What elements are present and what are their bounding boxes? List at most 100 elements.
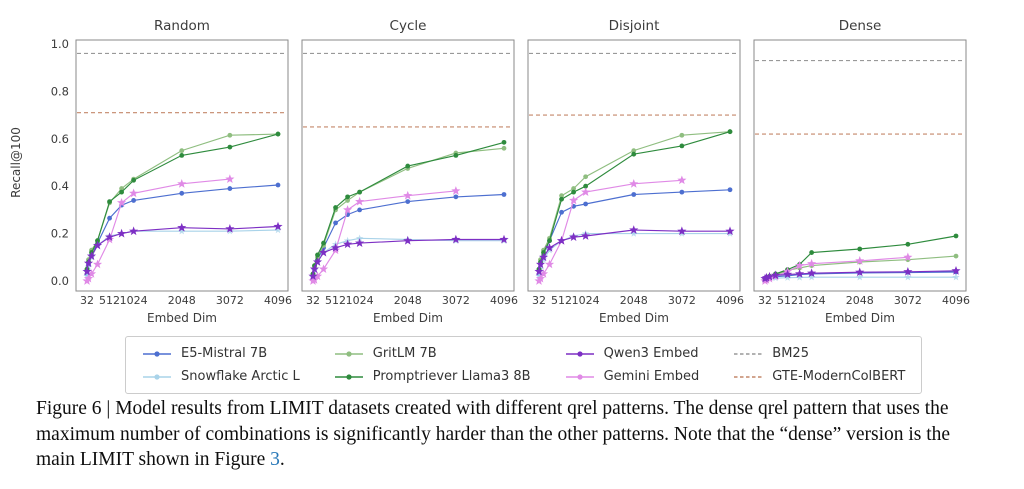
legend-marker-line: [565, 373, 594, 380]
caption-text: Figure 6 | Model results from LIMIT data…: [36, 398, 951, 471]
figure-caption: Figure 6 | Model results from LIMIT data…: [36, 396, 988, 473]
data-point-star: [343, 239, 353, 249]
data-point-star: [92, 240, 103, 250]
series-gemini-embed: [760, 252, 913, 285]
data-point: [809, 250, 815, 255]
series-line: [86, 178, 230, 282]
data-point: [631, 192, 637, 197]
caption-period: .: [279, 449, 285, 471]
series-line: [312, 190, 456, 282]
data-point: [453, 194, 459, 200]
data-point-star: [581, 187, 591, 197]
data-point-star: [677, 175, 687, 185]
data-point-star: [177, 179, 187, 188]
x-tick-label: 2048: [846, 294, 874, 307]
figure-charts: Random 32 512 1024 2048 3072 4096 Embed Dim 0.0 0…: [9, 18, 970, 325]
legend-marker-dashed-line: [734, 352, 763, 355]
data-point-star: [451, 186, 461, 195]
data-point-star: [83, 272, 91, 280]
data-point-star: [535, 272, 543, 280]
series-line: [86, 225, 279, 272]
series-line: [312, 141, 505, 275]
data-point-star: [535, 273, 546, 283]
data-point: [357, 189, 363, 195]
data-point: [631, 151, 637, 157]
data-point-star: [629, 225, 639, 234]
y-tick-label: 0.0: [51, 274, 69, 288]
plot-dense: Dense 32 512 1024 2048 3072 4096 Embed Dim: [753, 18, 970, 325]
x-tick-label: 3072: [668, 294, 696, 307]
legend-item-gte-moderncolbert: GTE-ModernColBERT: [733, 367, 905, 386]
series-line: [312, 238, 504, 277]
data-point-star: [129, 188, 139, 198]
data-point-star: [761, 272, 772, 282]
data-point-star: [544, 259, 555, 269]
data-point: [583, 174, 589, 180]
data-point: [679, 189, 685, 195]
x-tick-label: 4096: [264, 294, 292, 307]
data-point: [405, 199, 411, 205]
series-line: [538, 131, 731, 270]
data-point-star: [952, 273, 960, 281]
data-point-star: [903, 266, 913, 276]
x-axis-label: Embed Dim: [147, 311, 217, 325]
data-point-star: [104, 232, 115, 242]
x-tick-label: 512: [325, 294, 346, 307]
series-snowflake-arctic-l: [83, 226, 282, 280]
plot-frame: [753, 39, 967, 292]
plot-disjoint: Disjoint 32 512 1024 2048 3072 4096 Embed Dim: [527, 18, 744, 325]
data-point: [559, 209, 564, 215]
data-point-star: [225, 174, 235, 183]
series-qwen3-embed: [308, 234, 509, 281]
x-tick-label: 32: [532, 294, 546, 307]
data-point-star: [569, 195, 579, 205]
legend-item-gritlm-7b: GritLM 7B: [334, 344, 531, 363]
data-point-star: [534, 266, 544, 276]
data-point: [179, 152, 185, 158]
x-tick-label: 3072: [894, 294, 922, 307]
x-axis-label: Embed Dim: [599, 311, 669, 325]
plot-title: Random: [154, 18, 210, 34]
data-point-star: [807, 268, 817, 278]
data-point: [357, 207, 363, 213]
data-point-star: [129, 226, 139, 236]
data-point-star: [86, 269, 97, 278]
data-point-star: [86, 251, 97, 260]
x-tick-label: 4096: [490, 294, 518, 307]
x-tick-label: 1024: [346, 294, 374, 307]
data-point: [315, 252, 320, 258]
data-point: [583, 201, 589, 207]
data-point-star: [770, 270, 781, 280]
data-point-star: [83, 258, 94, 268]
x-tick-label: 32: [80, 294, 94, 307]
data-point-star: [499, 234, 509, 244]
data-point-star: [225, 224, 235, 233]
x-tick-label: 3072: [442, 294, 470, 307]
x-tick-label: 32: [758, 294, 772, 307]
data-point-star: [855, 256, 865, 265]
data-point: [119, 189, 124, 195]
legend-label: GritLM 7B: [372, 346, 437, 361]
data-point-star: [309, 275, 320, 284]
figure-3-link[interactable]: 3: [270, 449, 280, 471]
legend-label: E5-Mistral 7B: [181, 346, 268, 361]
data-point: [571, 189, 576, 195]
legend-marker-line: [565, 350, 594, 357]
data-point-star: [544, 243, 555, 252]
data-point: [131, 177, 137, 183]
series-snowflake-arctic-l: [535, 229, 734, 280]
data-point: [679, 143, 685, 149]
y-tick-label: 0.2: [51, 227, 69, 241]
data-point-star: [403, 190, 413, 200]
plot-frame: [301, 39, 515, 292]
data-point-star: [355, 196, 365, 206]
data-point: [179, 190, 185, 196]
data-point: [107, 215, 112, 221]
series-line: [538, 233, 730, 277]
data-point-star: [904, 273, 912, 281]
x-tick-label: 2048: [168, 294, 196, 307]
data-point-star: [677, 226, 687, 236]
data-point: [179, 148, 185, 154]
series-line: [86, 229, 279, 277]
data-point: [333, 205, 338, 210]
